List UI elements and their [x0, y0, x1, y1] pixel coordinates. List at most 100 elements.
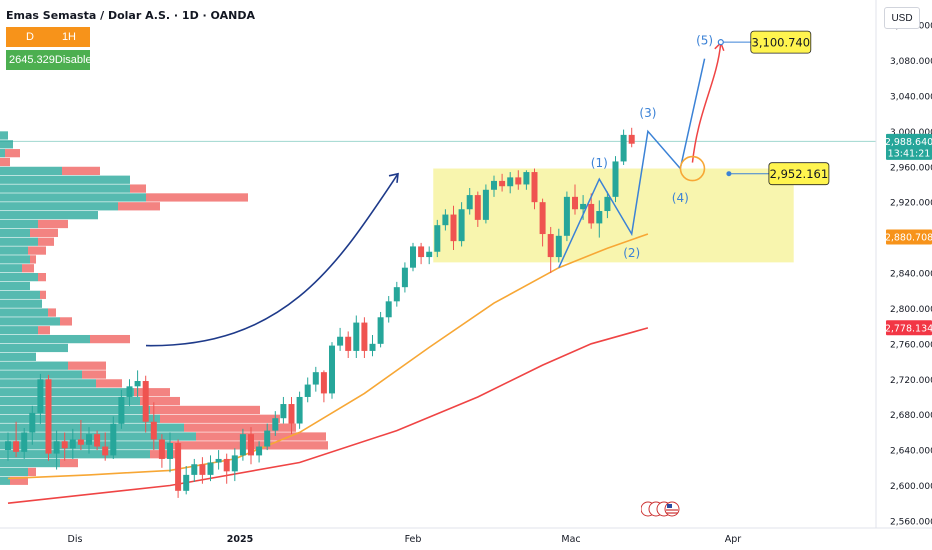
volume-profile-down-bar: [62, 166, 100, 176]
candle-body: [620, 134, 627, 162]
candle-body: [207, 462, 214, 475]
candle-body: [482, 189, 489, 220]
candle-body: [523, 172, 530, 185]
volume-profile-down-bar: [150, 405, 260, 415]
target-four-label: 2,952.161: [770, 167, 829, 181]
candle-body: [94, 434, 101, 447]
timeframe-box[interactable]: D 1H: [6, 27, 90, 47]
candle-body: [118, 396, 125, 424]
volume-profile-down-bar: [40, 290, 46, 299]
volume-profile-up-bar: [0, 255, 30, 264]
candle-body: [150, 421, 157, 440]
time-tick-label: 2025: [227, 534, 253, 545]
fast-moving-average-line: [7, 233, 649, 480]
drawings: (1) (2) (3) (4) (5) 3,100.740 2,952.161: [145, 30, 830, 347]
target-arrow-line: [691, 42, 722, 163]
volume-profile-up-bar: [0, 450, 150, 459]
volume-profile-down-bar: [38, 237, 54, 246]
price-tick-label: 2,560.000: [890, 517, 932, 527]
price-tick-label: 2,720.000: [890, 376, 932, 386]
currency-button[interactable]: USD: [884, 7, 920, 29]
price-tag-box: [886, 320, 932, 336]
candle-body: [628, 134, 635, 144]
candle-body: [491, 180, 497, 190]
price-axis-background: [876, 0, 932, 550]
price-tick-label: 3,040.000: [890, 92, 932, 102]
candle-body: [361, 322, 368, 351]
wave-label: (5): [696, 34, 713, 48]
candle-body: [555, 235, 562, 258]
volume-profile-up-bar: [0, 388, 134, 397]
volume-profile-up-bar: [0, 193, 146, 202]
volume-profile-down-bar: [160, 414, 280, 423]
candle-body: [369, 343, 376, 351]
candle-body: [320, 372, 327, 394]
volume-profile-up-bar: [0, 228, 30, 237]
volume-profile-up-bar: [0, 166, 62, 176]
volume-profile-down-bar: [30, 255, 36, 264]
candle-body: [539, 202, 546, 235]
candle-body: [499, 180, 506, 187]
candle-body: [256, 446, 263, 456]
candle-body: [572, 196, 578, 210]
candle-body: [183, 474, 190, 491]
candle-body: [77, 439, 84, 445]
candle-body: [21, 432, 28, 452]
candle-body: [353, 322, 360, 351]
volume-profile-up-bar: [0, 149, 5, 158]
price-tick-label: 2,640.000: [890, 447, 932, 457]
volume-profile-up-bar: [0, 202, 118, 211]
candle-body: [191, 464, 198, 475]
volume-profile-up-bar: [0, 184, 130, 193]
volume-profile-down-bar: [10, 476, 28, 485]
volume-profile-up-bar: [0, 423, 184, 432]
volume-profile-down-bar: [30, 228, 58, 237]
indicator-value-box[interactable]: 2645.329 Disabled: [6, 50, 98, 70]
volume-profile-down-bar: [28, 246, 46, 255]
candle-body: [45, 379, 52, 454]
candle-body: [215, 458, 222, 463]
price-tick-label: 2,600.000: [890, 482, 932, 492]
economic-events-icon[interactable]: [640, 500, 681, 521]
volume-profile-down-bar: [150, 450, 180, 459]
candle-body: [248, 434, 254, 456]
volume-profile-up-bar: [0, 131, 8, 140]
candle-body: [5, 441, 11, 451]
candle-body: [53, 441, 60, 454]
wave-four-circle: [679, 155, 706, 182]
volume-profile-down-bar: [60, 317, 72, 326]
price-tag-label: 2,778.134: [885, 323, 932, 334]
candle-body: [507, 177, 514, 187]
candle-body: [288, 404, 295, 424]
time-tick-label: Dis: [68, 534, 83, 545]
volume-profile-up-bar: [0, 467, 28, 477]
price-tick-label: 2,840.000: [890, 270, 932, 280]
candle-body: [167, 443, 173, 459]
volume-profile-up-bar: [0, 219, 38, 229]
candle-body: [102, 446, 109, 456]
candlesticks: [5, 127, 635, 498]
wave-label: (4): [672, 191, 689, 205]
timeframe-label-d: D: [26, 31, 34, 43]
candle-body: [345, 336, 352, 351]
candle-body: [142, 381, 149, 422]
volume-profile-down-bar: [68, 361, 106, 370]
candle-body: [612, 161, 619, 197]
candle-body: [134, 381, 141, 387]
candle-body: [580, 203, 587, 210]
volume-profile-up-bar: [0, 281, 30, 291]
volume-profile: [0, 131, 328, 485]
volume-profile-up-bar: [0, 211, 98, 220]
candle-body: [474, 195, 481, 220]
candle-body: [393, 287, 400, 302]
candle-body: [272, 418, 279, 431]
volume-profile-down-bar: [38, 273, 46, 282]
candle-body: [442, 214, 449, 226]
volume-profile-up-bar: [0, 396, 140, 406]
candle-body: [61, 441, 68, 449]
candle-body: [280, 404, 287, 419]
volume-profile-down-bar: [28, 467, 36, 477]
volume-profile-up-bar: [0, 290, 40, 299]
